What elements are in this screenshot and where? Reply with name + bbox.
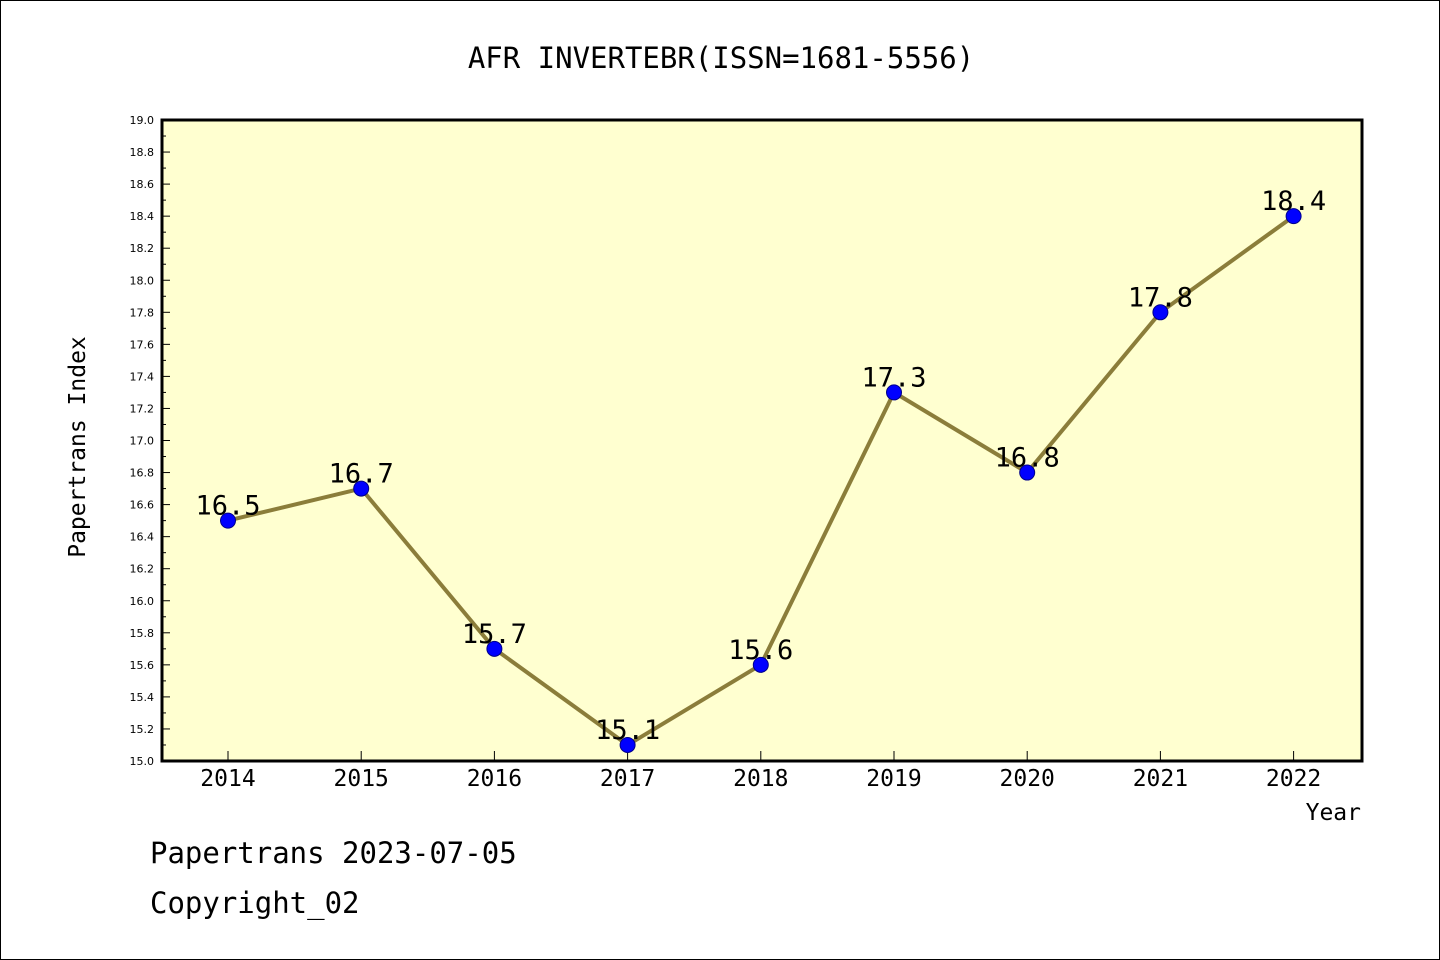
plot-area bbox=[160, 118, 1364, 763]
x-tick-label: 2014 bbox=[200, 766, 255, 792]
y-tick-label: 15.0 bbox=[130, 755, 155, 768]
y-tick-label: 16.6 bbox=[130, 499, 155, 512]
x-tick-label: 2016 bbox=[467, 766, 522, 792]
data-label: 17.3 bbox=[861, 362, 926, 393]
y-tick-label: 16.4 bbox=[130, 531, 155, 544]
data-point bbox=[353, 480, 370, 497]
data-label: 18.4 bbox=[1261, 186, 1326, 217]
y-tick-label: 15.8 bbox=[130, 627, 155, 640]
y-tick-label: 18.4 bbox=[130, 210, 155, 223]
x-tick-label: 2018 bbox=[733, 766, 788, 792]
y-axis-label: Papertrans Index bbox=[65, 336, 91, 558]
y-tick-label: 19.0 bbox=[130, 114, 155, 127]
data-label: 15.1 bbox=[595, 715, 660, 746]
y-tick-label: 18.2 bbox=[130, 242, 155, 255]
y-tick-label: 15.4 bbox=[130, 691, 155, 704]
data-point bbox=[1019, 464, 1036, 481]
y-tick-label: 16.0 bbox=[130, 595, 155, 608]
y-tick-label: 17.0 bbox=[130, 435, 155, 448]
y-tick-label: 17.4 bbox=[130, 370, 155, 383]
data-point bbox=[220, 512, 236, 529]
y-tick-label: 17.6 bbox=[130, 338, 155, 351]
x-tick-label: 2021 bbox=[1133, 766, 1188, 792]
data-label: 16.5 bbox=[195, 491, 260, 522]
y-tick-label: 16.8 bbox=[130, 467, 155, 480]
footer-copyright: Copyright_02 bbox=[150, 886, 360, 920]
footer-date: Papertrans 2023-07-05 bbox=[150, 836, 517, 870]
y-tick-label: 18.6 bbox=[130, 178, 155, 191]
y-tick-label: 16.2 bbox=[130, 563, 155, 576]
y-tick-label: 15.2 bbox=[130, 723, 155, 736]
y-tick-label: 17.2 bbox=[130, 402, 155, 415]
data-point bbox=[886, 384, 902, 401]
data-label: 16.8 bbox=[995, 443, 1060, 474]
x-axis: 2014 2015 2016 2017 2018 2019 2020 2021 2022 bbox=[200, 751, 1321, 792]
data-markers bbox=[220, 208, 1302, 753]
data-label: 15.7 bbox=[462, 619, 527, 650]
data-label: 16.7 bbox=[329, 459, 394, 490]
x-tick-label: 2019 bbox=[866, 766, 921, 792]
chart-title: AFR INVERTEBR(ISSN=1681-5556) bbox=[468, 41, 974, 75]
data-point bbox=[486, 640, 503, 657]
data-point bbox=[619, 736, 636, 753]
y-axis: 15.0 15.2 15.4 15.6 15.8 16.0 16.2 16.4 16.6 16.8… bbox=[130, 114, 170, 768]
data-label: 15.6 bbox=[728, 635, 793, 666]
data-point bbox=[752, 656, 769, 673]
data-point bbox=[1285, 208, 1302, 225]
y-tick-label: 18.8 bbox=[130, 146, 155, 159]
data-labels: 16.5 16.7 15.7 15.1 15.6 17.3 16.8 17.8 18.4 bbox=[195, 186, 1326, 746]
y-tick-label: 17.8 bbox=[130, 306, 155, 319]
data-label: 17.8 bbox=[1128, 282, 1193, 313]
x-tick-label: 2017 bbox=[600, 766, 655, 792]
y-tick-label: 18.0 bbox=[130, 274, 155, 287]
x-axis-label: Year bbox=[1306, 800, 1361, 826]
y-tick-label: 15.6 bbox=[130, 659, 155, 672]
x-tick-label: 2022 bbox=[1266, 766, 1321, 792]
x-tick-label: 2015 bbox=[334, 766, 389, 792]
x-tick-label: 2020 bbox=[1000, 766, 1055, 792]
data-point bbox=[1152, 304, 1169, 321]
